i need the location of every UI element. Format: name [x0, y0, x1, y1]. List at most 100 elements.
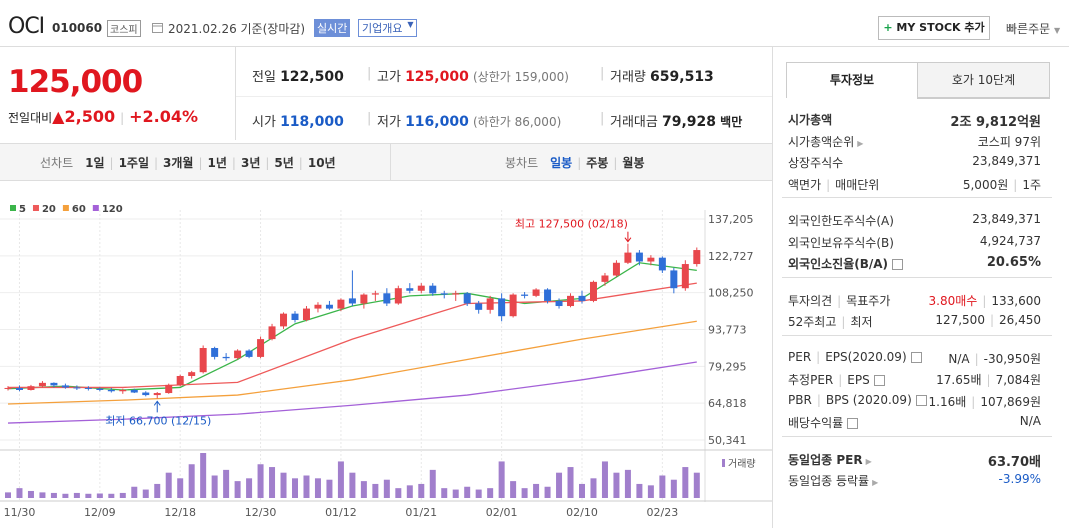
tab[interactable]: 1년 [207, 156, 227, 170]
legend-label: 20 [42, 204, 56, 215]
value-text: 코스피 97위 [977, 134, 1041, 149]
volume-bar [659, 475, 666, 498]
candle-body [544, 289, 552, 301]
quote-value: 79,928 [661, 114, 717, 130]
label-text: 추정PER [788, 373, 834, 387]
x-tick-label: 02/01 [486, 506, 518, 519]
quote-value: 118,000 [280, 114, 344, 130]
tab[interactable]: 일봉 [550, 156, 573, 170]
market-badge: 코스피 [107, 20, 141, 37]
quick-order[interactable]: 빠른주문 ▼ [1006, 20, 1060, 37]
label-text: 외국인소진율(B/A) [788, 257, 889, 271]
info-value: -3.99% [999, 472, 1041, 486]
candle-body [532, 289, 540, 296]
high-arrow-head [624, 237, 632, 243]
current-price: 125,000 [8, 64, 143, 100]
volume-legend-icon [722, 459, 725, 467]
tab[interactable]: 5년 [274, 156, 294, 170]
label-text: 시가총액순위 [788, 134, 855, 149]
line-tabs: 선차트 1일 | 1주일 | 3개월 | 1년 | 3년 | 5년 | 10년 [40, 154, 336, 171]
separator: | [367, 111, 372, 126]
volume-bar [567, 467, 574, 498]
overview-dropdown[interactable]: 기업개요 ▼ [358, 19, 418, 37]
candle-body [681, 264, 689, 289]
volume-bar [85, 493, 92, 498]
label-text: BPS (2020.09) [825, 392, 912, 407]
separator: | [982, 293, 987, 308]
candle-body [337, 299, 345, 309]
caret: ▼ [407, 20, 414, 29]
value-text: 63.70배 [987, 454, 1041, 470]
label-text: 외국인한도주식수(A) [788, 214, 894, 228]
candle-body [291, 313, 299, 321]
quote-cell: 시가 118,000 [252, 111, 344, 130]
volume-bar [360, 481, 367, 498]
volume-bar [131, 486, 138, 498]
volume-bar [188, 464, 195, 498]
label-text: 52주최고 [788, 315, 837, 329]
tab[interactable]: 10년 [307, 156, 336, 170]
separator: | [974, 351, 979, 366]
volume-bar [624, 469, 631, 498]
candle-body [188, 372, 196, 376]
candle-body [360, 294, 368, 304]
quote-label: 고가 [377, 70, 401, 85]
tab[interactable]: 주봉 [586, 156, 609, 170]
candle-body [142, 392, 150, 396]
separator: | [971, 394, 976, 409]
tab[interactable]: 1주일 [118, 156, 149, 170]
volume-bar [108, 493, 115, 498]
candle-body [38, 382, 46, 387]
volume-bar [510, 481, 517, 498]
value-text: 133,600 [991, 293, 1041, 308]
tab[interactable]: 3개월 [163, 156, 194, 170]
separator: | [109, 156, 114, 170]
info-value: 코스피 97위 [978, 133, 1041, 150]
info-label: 동일업종 PER ▶ [788, 451, 872, 468]
info-label: 상장주식수 [788, 154, 843, 171]
volume-bar [647, 485, 654, 498]
separator: | [600, 111, 605, 126]
volume-bar [269, 467, 276, 498]
x-tick-label: 12/18 [164, 506, 196, 519]
candle-body [601, 275, 609, 282]
section-divider [782, 197, 1052, 198]
candle-body [429, 285, 437, 294]
volume-label: 거래량 [728, 458, 756, 470]
volume-bar [154, 483, 161, 498]
candle-body [61, 385, 69, 388]
tab[interactable]: 1일 [85, 156, 105, 170]
volume-bar [475, 489, 482, 498]
volume-bar [383, 479, 390, 498]
y-tick-label: 64,818 [708, 397, 747, 410]
quote-extra: 백만 [720, 115, 743, 129]
info-label: 동일업종 등락률 ▶ [788, 472, 878, 489]
tab[interactable]: 월봉 [622, 156, 645, 170]
quote-label: 거래량 [610, 70, 646, 85]
realtime-badge[interactable]: 실시간 [314, 19, 351, 37]
mystock-button[interactable]: + MY STOCK 추가 [878, 16, 990, 40]
divider [236, 96, 772, 97]
value-text: 1.16배 [928, 394, 967, 409]
label-text: PBR [788, 392, 812, 407]
tab[interactable]: 3년 [240, 156, 261, 170]
label-text: 상장주식수 [788, 156, 844, 170]
help-icon [910, 351, 922, 363]
candle-body [647, 257, 655, 262]
section-divider [782, 435, 1052, 437]
candle-body [406, 288, 414, 291]
candle-body [4, 387, 12, 389]
candle-body [107, 389, 115, 392]
change-label: 전일대비 [8, 111, 53, 125]
info-label: 외국인한도주식수(A) [788, 212, 894, 229]
value-text: 3.80매수 [928, 293, 978, 308]
separator: | [986, 373, 991, 387]
tab[interactable]: 호가 10단계 [917, 62, 1050, 99]
value-text: 7,084원 [995, 373, 1041, 387]
candle-body [635, 252, 643, 262]
candle-body [27, 386, 35, 390]
value-text: -30,950원 [983, 351, 1041, 366]
tab[interactable]: 투자정보 [786, 62, 918, 98]
info-value: 23,849,371 [972, 212, 1041, 226]
ma-line [7, 361, 697, 424]
